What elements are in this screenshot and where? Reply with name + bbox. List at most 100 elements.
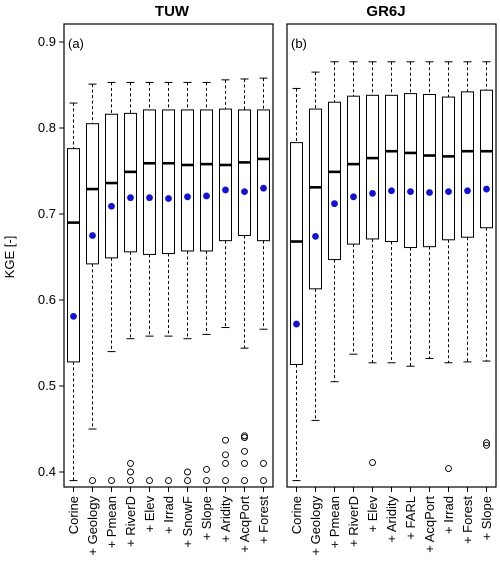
mean-point — [184, 193, 191, 201]
mean-point — [146, 194, 153, 202]
outlier-point — [222, 436, 229, 444]
x-tick-label: + Slope — [199, 496, 214, 540]
y-tick-label: 0.7 — [38, 206, 56, 221]
mean-point — [350, 193, 357, 201]
outlier-point — [127, 477, 134, 485]
x-tick-label: + AcqPort — [422, 496, 437, 553]
mean-point — [483, 185, 490, 193]
x-tick-label: + AcqPort — [237, 496, 252, 553]
mean-point — [260, 184, 267, 192]
box — [347, 95, 360, 245]
outlier-point — [127, 459, 134, 467]
mean-point — [445, 188, 452, 196]
outlier-point — [241, 477, 248, 485]
outlier-point — [260, 477, 267, 485]
box — [181, 109, 194, 252]
outlier-point — [146, 477, 153, 485]
x-tick-label: + Irrad — [441, 496, 456, 534]
outlier-point — [483, 439, 490, 447]
outlier-point — [241, 434, 248, 442]
mean-point — [293, 320, 300, 328]
x-tick-label: + Forest — [460, 496, 475, 544]
box — [290, 142, 303, 365]
x-tick-label: + Forest — [256, 496, 271, 544]
outlier-point — [222, 477, 229, 485]
x-tick-label: + Pmean — [327, 496, 342, 548]
box — [67, 148, 80, 363]
box — [105, 113, 118, 259]
mean-point — [222, 186, 229, 194]
outlier-point — [483, 441, 490, 449]
mean-point — [127, 194, 134, 202]
outlier-point — [445, 465, 452, 473]
mean-point — [388, 187, 395, 195]
box — [162, 109, 175, 255]
y-axis-label: KGE [-] — [2, 236, 17, 279]
x-tick-label: + Irrad — [161, 496, 176, 534]
mean-point — [464, 187, 471, 195]
panel-gr6j: GR6J (b) Corine + Geology + Pmean + RiverD +… — [286, 3, 497, 556]
box — [366, 94, 379, 240]
box — [238, 109, 251, 236]
outlier-point — [369, 459, 376, 466]
mean-point — [89, 232, 96, 239]
box — [200, 109, 213, 252]
x-tick-label: + Slope — [479, 496, 494, 540]
x-tick-label: Corine — [66, 496, 81, 534]
box — [385, 94, 398, 243]
outlier-point — [241, 447, 248, 455]
x-tick-label: + Aridity — [218, 496, 233, 543]
outlier-point — [165, 477, 172, 485]
outlier-point — [89, 477, 96, 485]
x-tick-label: + Elev — [142, 496, 157, 533]
outlier-point — [108, 477, 115, 485]
box — [257, 109, 270, 242]
outlier-point — [184, 468, 191, 476]
outlier-point — [222, 451, 229, 459]
mean-point — [312, 232, 319, 240]
x-tick-label: + Pmean — [104, 496, 119, 548]
box — [219, 108, 232, 242]
box — [328, 101, 341, 261]
panel-label: (a) — [68, 36, 84, 51]
x-tick-label: + Aridity — [384, 496, 399, 543]
box — [461, 91, 474, 238]
x-tick-label: + RiverD — [346, 496, 361, 547]
mean-point — [407, 188, 414, 196]
panel-title: GR6J — [366, 3, 405, 20]
x-tick-label: + Elev — [365, 496, 380, 533]
outlier-point — [222, 459, 229, 467]
x-tick-label: + SnowF — [180, 496, 195, 548]
box — [309, 108, 322, 290]
outlier-point — [241, 459, 248, 467]
y-tick-label: 0.8 — [38, 120, 56, 135]
box — [143, 109, 156, 255]
box — [86, 123, 99, 265]
x-tick-label: Corine — [289, 496, 304, 534]
mean-point — [108, 202, 115, 210]
x-tick-label: + Geology — [308, 496, 323, 556]
box — [423, 93, 436, 248]
mean-point — [369, 189, 376, 197]
x-tick-label: + Geology — [85, 496, 100, 556]
outlier-point — [260, 459, 267, 467]
mean-point — [70, 312, 77, 320]
box — [404, 93, 417, 249]
y-tick-label: 0.9 — [38, 34, 56, 49]
box — [442, 96, 455, 241]
outlier-point — [127, 468, 134, 476]
x-tick-label: + FARL — [403, 496, 418, 540]
panel-label: (b) — [291, 36, 307, 51]
outlier-point — [184, 477, 191, 485]
y-tick-label: 0.5 — [38, 378, 56, 393]
mean-point — [331, 200, 338, 208]
outlier-point — [241, 432, 248, 440]
mean-point — [241, 188, 248, 196]
mean-point — [165, 195, 172, 202]
outlier-point — [203, 465, 210, 473]
mean-point — [203, 192, 210, 200]
y-tick-label: 0.4 — [38, 464, 56, 479]
box — [480, 89, 493, 229]
panel-tuw: TUW (a) KGE [-] 0.4 0.5 0.6 0.7 0.8 0.9 Corine… — [2, 3, 274, 556]
